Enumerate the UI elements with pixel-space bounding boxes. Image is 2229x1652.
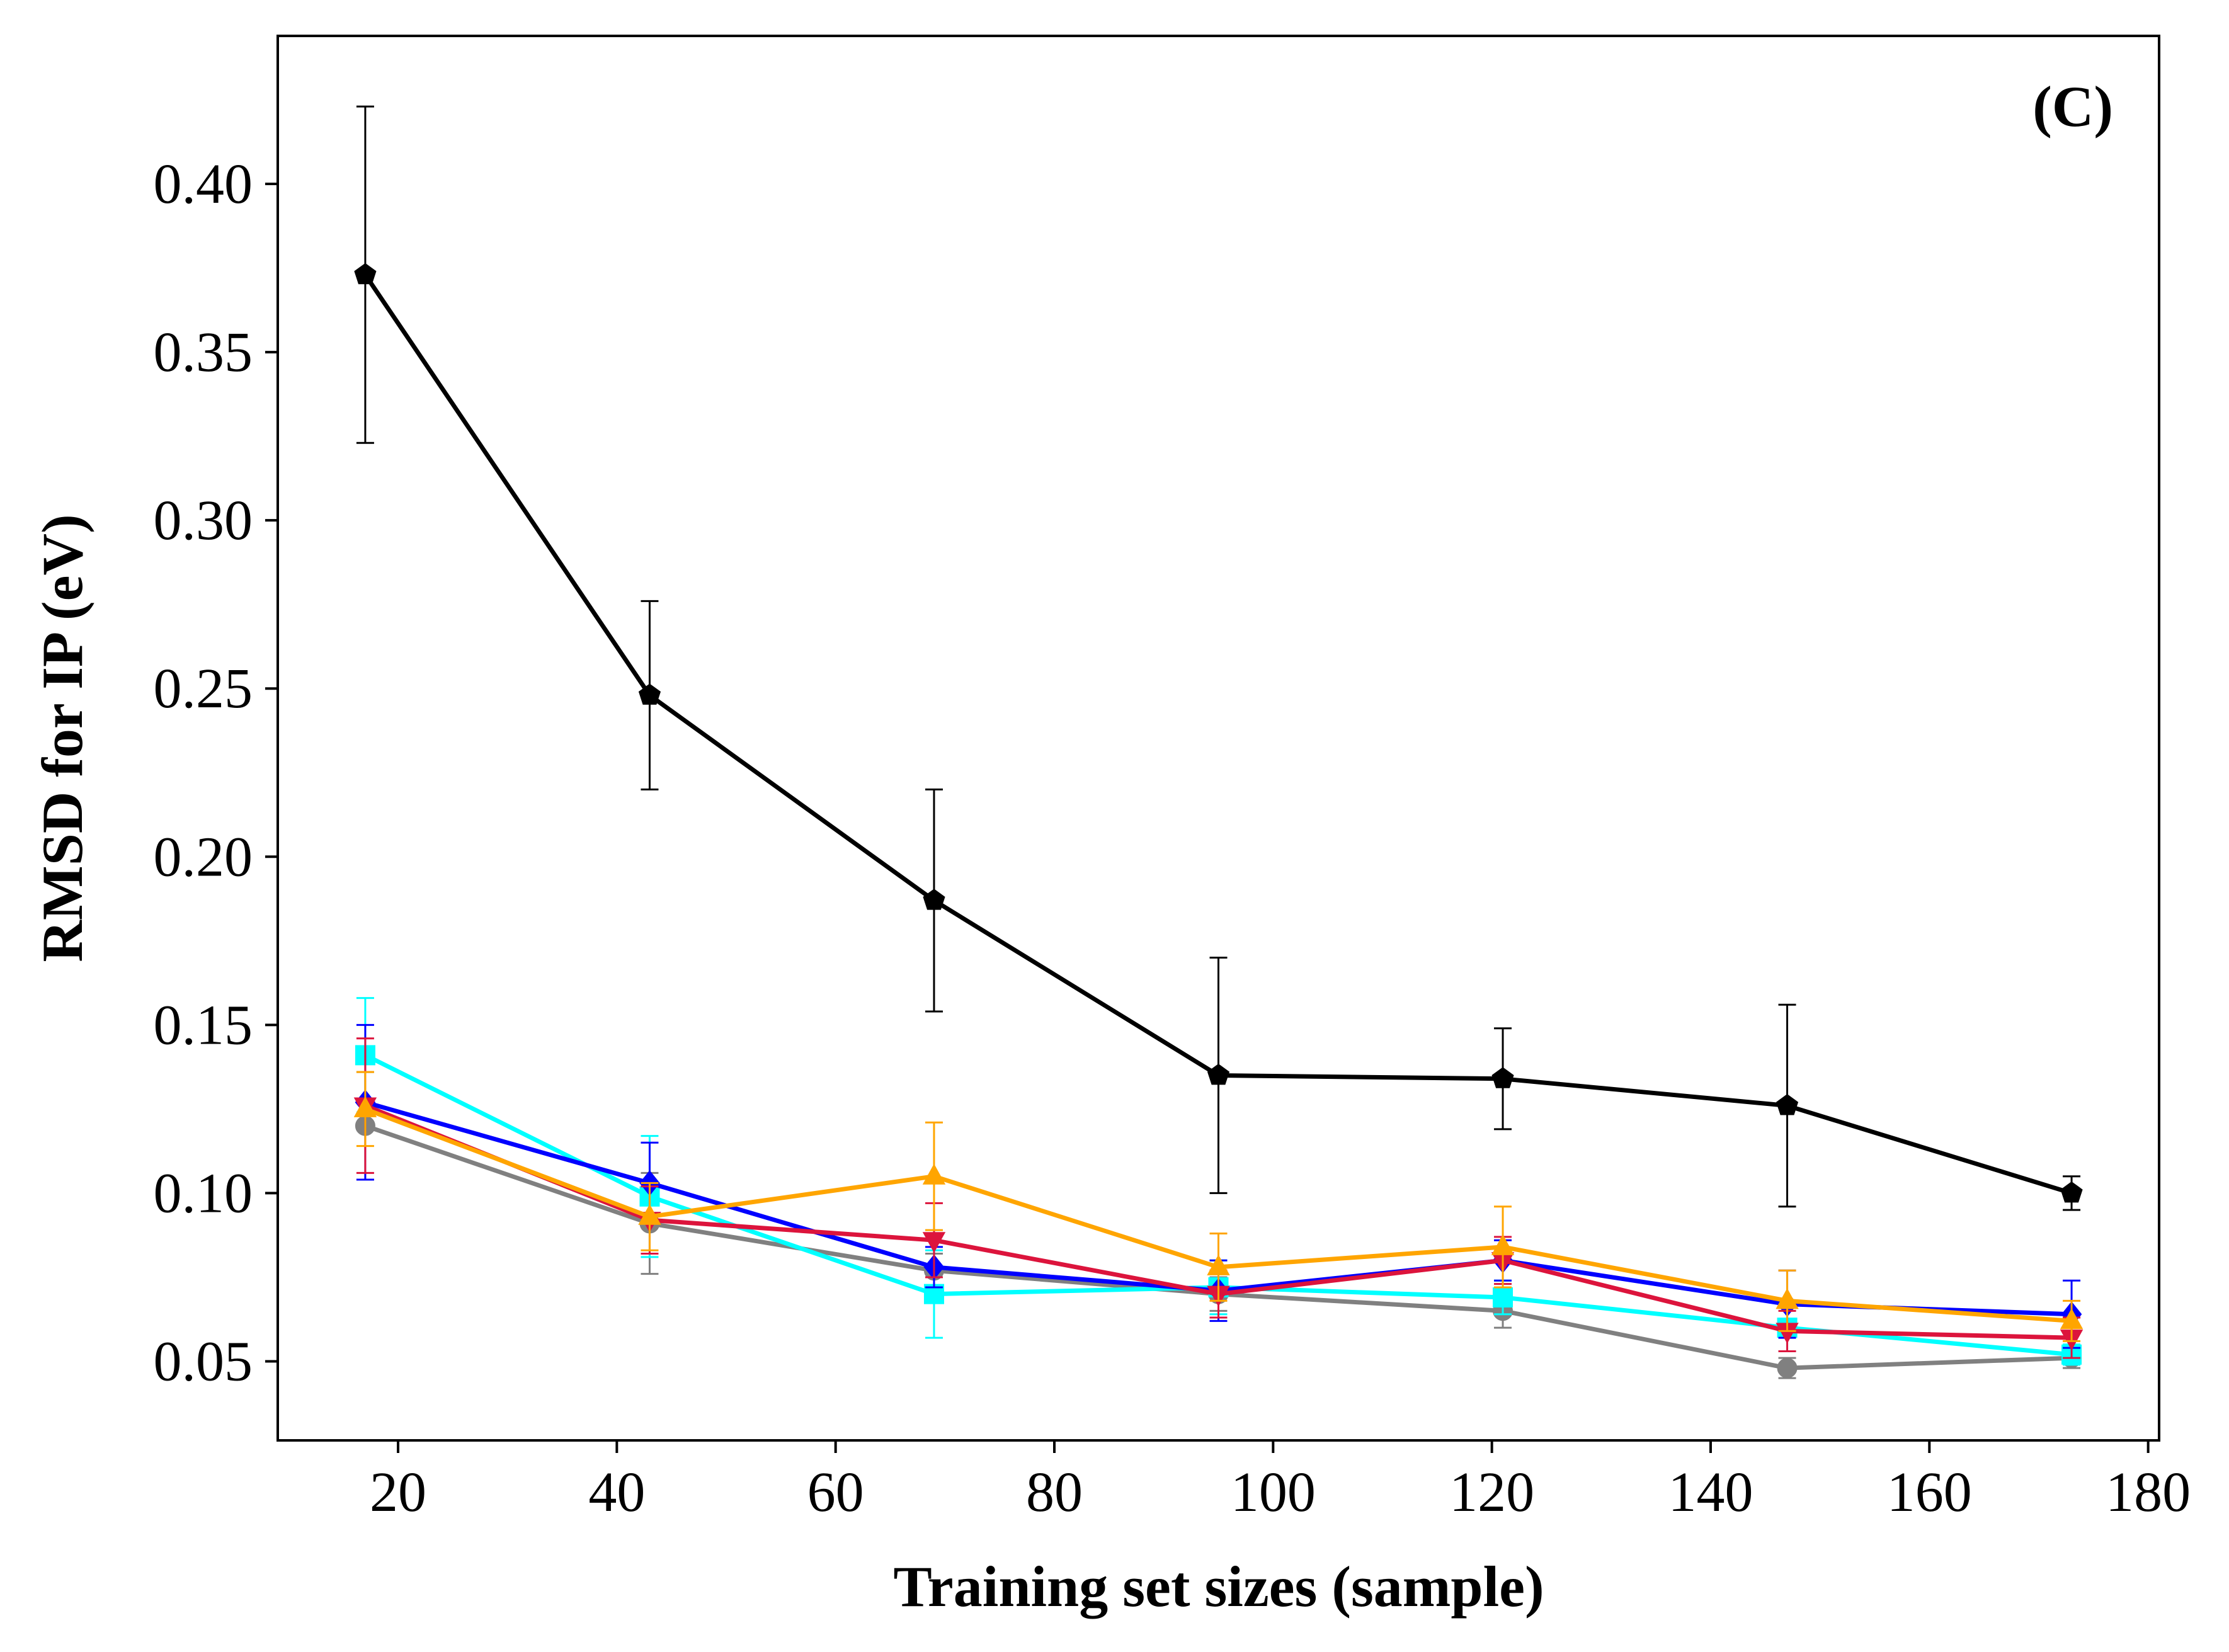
data-point-marker xyxy=(922,1232,946,1253)
y-tick-label: 0.20 xyxy=(154,826,253,888)
series-0 xyxy=(354,105,2083,1211)
x-tick-label: 20 xyxy=(370,1461,426,1524)
series-layer xyxy=(353,105,2084,1379)
data-point-marker xyxy=(1776,1094,1799,1115)
data-point-marker xyxy=(2060,1181,2083,1203)
y-tick-label: 0.05 xyxy=(154,1330,253,1393)
x-tick-label: 160 xyxy=(1887,1461,1972,1524)
data-point-marker xyxy=(1491,1067,1514,1088)
data-point-marker xyxy=(922,1163,946,1185)
x-tick-label: 140 xyxy=(1668,1461,1753,1524)
y-axis-ticks: 0.05 0.10 0.15 0.20 0.25 0.30 0.35 0.40 xyxy=(154,153,278,1393)
x-tick-label: 100 xyxy=(1231,1461,1316,1524)
data-point-marker xyxy=(638,1204,661,1225)
y-tick-label: 0.15 xyxy=(154,994,253,1056)
data-point-marker xyxy=(1491,1234,1515,1255)
y-axis-title: RMSD for IP (eV) xyxy=(30,514,94,962)
data-point-marker xyxy=(353,1096,377,1117)
x-axis-ticks: 20 40 60 80 100 120 140 160 180 xyxy=(370,1440,2191,1524)
x-axis-title: Training set sizes (sample) xyxy=(893,1554,1544,1619)
panel-label: (C) xyxy=(2032,74,2113,139)
data-point-marker xyxy=(923,889,945,910)
data-point-marker xyxy=(1493,1287,1514,1307)
plot-frame xyxy=(276,35,2160,1442)
series-1 xyxy=(353,1071,2084,1342)
data-point-marker xyxy=(638,683,661,705)
y-tick-label: 0.10 xyxy=(154,1162,253,1224)
data-point-marker xyxy=(1777,1358,1798,1379)
data-point-marker xyxy=(1207,1254,1230,1275)
y-tick-label: 0.25 xyxy=(154,658,253,720)
y-tick-label: 0.30 xyxy=(154,489,253,552)
x-tick-label: 40 xyxy=(588,1461,645,1524)
data-point-marker xyxy=(1207,1063,1230,1085)
data-point-marker xyxy=(354,263,377,285)
data-point-marker xyxy=(1776,1288,1799,1309)
x-tick-label: 120 xyxy=(1449,1461,1534,1524)
data-point-marker xyxy=(2060,1308,2084,1330)
x-tick-label: 80 xyxy=(1026,1461,1083,1524)
x-tick-label: 60 xyxy=(807,1461,864,1524)
y-tick-label: 0.40 xyxy=(154,153,253,215)
y-tick-label: 0.35 xyxy=(154,321,253,384)
x-tick-label: 180 xyxy=(2106,1461,2191,1524)
